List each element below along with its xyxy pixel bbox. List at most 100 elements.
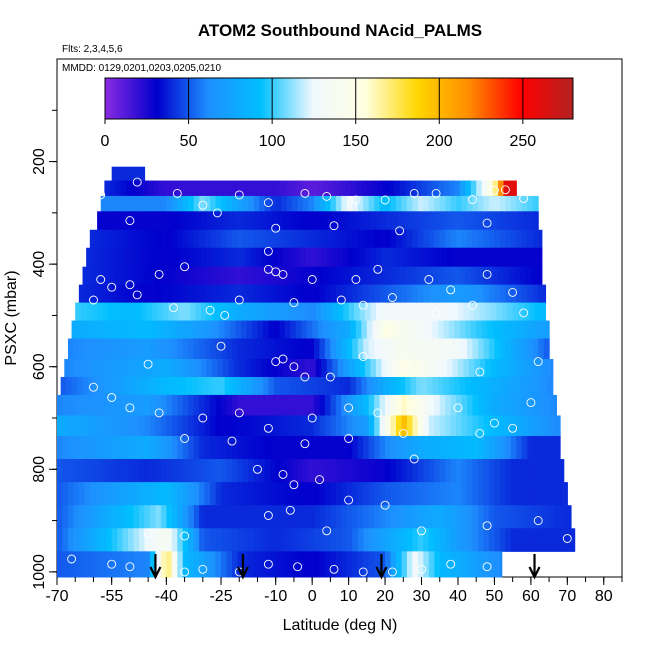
heatmap-cell	[244, 247, 251, 268]
sample-point	[344, 403, 354, 413]
sample-point	[511, 567, 521, 577]
heatmap-cell	[377, 180, 384, 197]
heatmap-cell	[73, 459, 80, 483]
heatmap-band	[60, 376, 554, 396]
heatmap-cell	[532, 195, 539, 212]
x-tick-label: 20	[376, 588, 394, 605]
heatmap-cell	[126, 180, 133, 197]
heatmap-cell	[171, 229, 178, 249]
heatmap-cell	[78, 338, 85, 360]
heatmap-band	[71, 320, 550, 340]
heatmap-cell	[133, 284, 140, 304]
heatmap-cell	[64, 359, 71, 378]
x-tick-label: 40	[449, 588, 467, 605]
heatmap-cell	[401, 482, 408, 506]
heatmap-cell	[62, 528, 69, 552]
heatmap-cell	[301, 180, 308, 197]
heatmap-cell	[439, 435, 446, 460]
heatmap-cell	[412, 284, 419, 304]
heatmap-cell	[171, 551, 178, 578]
heatmap-cell	[133, 415, 140, 437]
heatmap-cell	[545, 359, 552, 378]
heatmap-cell	[441, 302, 448, 322]
heatmap-cell	[173, 359, 180, 378]
heatmap-cell	[416, 320, 423, 340]
heatmap-cell	[281, 195, 288, 212]
heatmap-cell	[457, 247, 465, 268]
heatmap-cell	[144, 459, 151, 483]
heatmap-cell	[386, 302, 393, 322]
heatmap-cell	[170, 320, 177, 340]
heatmap-cell	[430, 359, 437, 378]
sample-point	[271, 223, 281, 233]
heatmap-cell	[275, 551, 282, 578]
heatmap-cell	[57, 459, 64, 483]
heatmap-cell	[151, 211, 158, 231]
heatmap-cell	[202, 376, 209, 396]
heatmap-cell	[292, 459, 299, 483]
arrow-marker	[236, 554, 249, 580]
heatmap-cell	[330, 528, 337, 552]
sample-points-layer	[67, 157, 572, 577]
heatmap-cell	[454, 266, 461, 286]
heatmap-cell	[357, 459, 364, 483]
heatmap-cell	[456, 338, 463, 360]
heatmap-cell	[122, 195, 129, 212]
sample-point	[198, 200, 208, 210]
heatmap-cell	[368, 415, 375, 437]
heatmap-cell	[490, 247, 497, 268]
heatmap-cell	[425, 211, 432, 231]
heatmap-cell	[519, 266, 527, 286]
heatmap-cell	[505, 338, 512, 360]
sample-point	[263, 559, 273, 569]
heatmap-cell	[84, 482, 91, 506]
heatmap-cell	[248, 415, 255, 437]
sample-point	[161, 157, 171, 167]
heatmap-cell	[171, 482, 178, 506]
heatmap-cell	[494, 482, 501, 506]
heatmap-cell	[155, 394, 162, 416]
heatmap-cell	[140, 359, 147, 378]
x-tick-label: 60	[522, 588, 540, 605]
sample-point	[132, 290, 142, 300]
heatmap-cell	[139, 166, 146, 182]
heatmap-cell	[538, 415, 545, 437]
heatmap-cell	[399, 266, 406, 286]
heatmap-cell	[91, 359, 98, 378]
heatmap-cell	[383, 320, 390, 340]
heatmap-cell	[447, 359, 454, 378]
heatmap-cell	[509, 376, 516, 396]
heatmap-cell	[75, 359, 82, 378]
heatmap-cell	[467, 338, 474, 360]
heatmap-cell	[401, 551, 408, 578]
sample-point	[300, 188, 310, 198]
heatmap-cell	[374, 415, 381, 437]
heatmap-cell	[335, 459, 342, 483]
heatmap-cell	[106, 229, 113, 249]
heatmap-cell	[461, 482, 468, 506]
heatmap-cell	[89, 435, 96, 460]
heatmap-cell	[425, 247, 432, 268]
heatmap-cell	[330, 435, 337, 460]
heatmap-cell	[208, 266, 215, 286]
heatmap-cell	[191, 320, 198, 340]
sample-point	[533, 357, 543, 367]
heatmap-cell	[379, 435, 386, 460]
heatmap-cell	[461, 459, 468, 483]
heatmap-cell	[452, 302, 459, 322]
sample-point	[293, 562, 303, 572]
heatmap-cell	[144, 195, 151, 212]
heatmap-cell	[434, 435, 441, 460]
heatmap-cell	[392, 359, 399, 378]
heatmap-cell	[100, 459, 107, 483]
heatmap-cell	[523, 359, 530, 378]
heatmap-cell	[445, 482, 452, 506]
heatmap-cell	[423, 284, 430, 304]
heatmap-cell	[492, 320, 499, 340]
heatmap-cell	[392, 247, 399, 268]
heatmap-cell	[133, 166, 140, 182]
heatmap-cell	[146, 247, 153, 268]
heatmap-band	[57, 435, 561, 460]
heatmap-cell	[199, 459, 206, 483]
heatmap-cell	[388, 376, 395, 396]
